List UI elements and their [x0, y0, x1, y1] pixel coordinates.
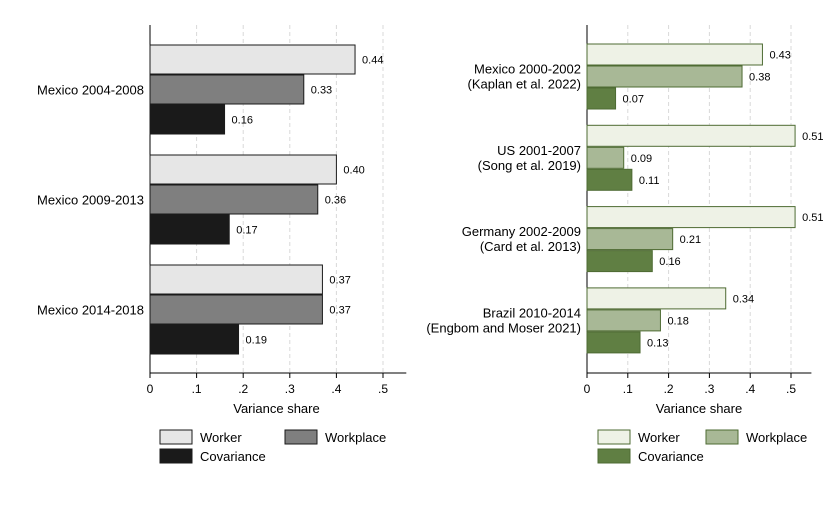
- right-legend-label: Covariance: [638, 449, 704, 464]
- left-bar-worker: [149, 264, 323, 295]
- right-category-label: Brazil 2010-2014: [483, 305, 581, 320]
- left-x-axis-title: Variance share: [233, 401, 319, 416]
- left-bar-worker: [149, 44, 356, 75]
- right-x-tick-label: 0: [584, 382, 591, 396]
- left-bar-covariance: [149, 104, 226, 135]
- left-bar-value-label: 0.37: [329, 275, 350, 287]
- right-bar-value-label: 0.18: [667, 315, 688, 327]
- left-bar-value-label: 0.19: [246, 335, 267, 347]
- left-bar-value-label: 0.40: [343, 165, 364, 177]
- right-bar-value-label: 0.43: [769, 50, 790, 62]
- right-bar-workplace: [586, 309, 661, 332]
- left-legend-label: Covariance: [200, 449, 266, 464]
- right-bar-value-label: 0.16: [659, 256, 680, 268]
- right-bar-value-label: 0.38: [749, 72, 770, 84]
- left-bar-value-label: 0.44: [362, 55, 383, 67]
- right-bar-value-label: 0.09: [631, 153, 652, 165]
- left-bar-covariance: [149, 214, 230, 245]
- right-bar-covariance: [586, 331, 641, 354]
- right-category-label: US 2001-2007: [497, 143, 581, 158]
- left-bar-value-label: 0.17: [236, 225, 257, 237]
- left-x-tick-label: 0: [147, 382, 154, 396]
- left-bar-value-label: 0.33: [311, 85, 332, 97]
- left-bar-value-label: 0.37: [329, 305, 350, 317]
- right-bar-value-label: 0.34: [733, 293, 754, 305]
- right-bar-value-label: 0.51: [802, 131, 823, 143]
- right-legend-label: Worker: [638, 430, 680, 445]
- right-x-tick-label: .4: [745, 382, 755, 396]
- left-x-tick-label: .3: [285, 382, 295, 396]
- right-category-label: Mexico 2000-2002: [474, 62, 581, 77]
- right-category-sublabel: (Kaplan et al. 2022): [468, 77, 581, 92]
- left-bar-workplace: [149, 184, 319, 215]
- left-legend-swatch-workplace: [284, 429, 318, 445]
- right-bar-workplace: [586, 65, 743, 88]
- right-bar-value-label: 0.21: [680, 234, 701, 246]
- right-bar-worker: [586, 287, 727, 310]
- right-bar-workplace: [586, 228, 674, 251]
- left-x-tick-label: .4: [331, 382, 341, 396]
- left-x-tick-label: .1: [192, 382, 202, 396]
- right-bar-value-label: 0.51: [802, 212, 823, 224]
- right-legend-swatch-covariance: [597, 448, 631, 464]
- right-bar-value-label: 0.11: [639, 175, 660, 187]
- right-bar-covariance: [586, 250, 653, 273]
- right-bar-worker: [586, 206, 796, 229]
- right-legend-swatch-worker: [597, 429, 631, 445]
- right-category-sublabel: (Engbom and Moser 2021): [426, 320, 581, 335]
- right-bar-workplace: [586, 146, 625, 169]
- right-bar-value-label: 0.07: [623, 94, 644, 106]
- right-x-tick-label: .2: [664, 382, 674, 396]
- right-bar-covariance: [586, 168, 633, 191]
- left-legend-label: Workplace: [325, 430, 386, 445]
- right-bar-covariance: [586, 87, 617, 110]
- left-legend-label: Worker: [200, 430, 242, 445]
- left-legend-swatch-worker: [159, 429, 193, 445]
- left-category-label: Mexico 2014-2018: [37, 303, 144, 318]
- left-bar-workplace: [149, 74, 305, 105]
- right-x-axis-title: Variance share: [656, 401, 742, 416]
- right-x-tick-label: .1: [623, 382, 633, 396]
- right-x-tick-label: .3: [704, 382, 714, 396]
- left-category-label: Mexico 2004-2008: [37, 83, 144, 98]
- left-x-tick-label: .2: [238, 382, 248, 396]
- right-x-tick-label: .5: [786, 382, 796, 396]
- left-category-label: Mexico 2009-2013: [37, 193, 144, 208]
- right-category-sublabel: (Song et al. 2019): [478, 158, 581, 173]
- right-bar-worker: [586, 124, 796, 147]
- right-legend-swatch-workplace: [705, 429, 739, 445]
- left-bar-workplace: [149, 294, 323, 325]
- left-bar-value-label: 0.16: [232, 115, 253, 127]
- left-bar-value-label: 0.36: [325, 195, 346, 207]
- right-category-sublabel: (Card et al. 2013): [480, 239, 581, 254]
- left-legend-swatch-covariance: [159, 448, 193, 464]
- right-bar-value-label: 0.13: [647, 337, 668, 349]
- right-bar-worker: [586, 43, 763, 66]
- left-bar-covariance: [149, 324, 240, 355]
- right-category-label: Germany 2002-2009: [462, 224, 581, 239]
- left-x-tick-label: .5: [378, 382, 388, 396]
- right-legend-label: Workplace: [746, 430, 807, 445]
- left-bar-worker: [149, 154, 337, 185]
